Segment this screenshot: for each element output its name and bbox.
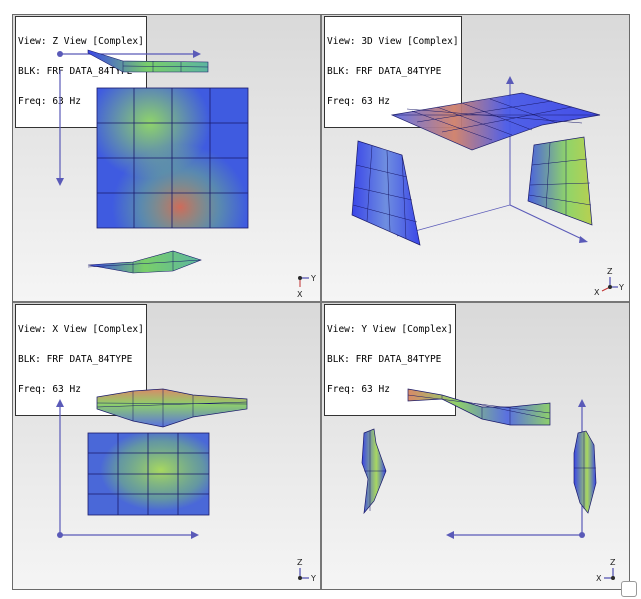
3d-view-viewport[interactable]: View: 3D View [Complex] BLK: FRF DATA_84… [322,15,629,301]
triad-label: X [297,290,303,299]
block-label: BLK: FRF DATA_84TYPE [18,354,133,365]
frequency-label: Freq: 63 Hz [18,384,81,395]
x-view-scene: Z Y [56,388,316,583]
coordinate-triad: Z X Y [594,267,624,297]
triad-label: X [594,288,600,297]
frequency-label: Freq: 63 Hz [18,96,81,107]
viewport-info-box: View: X View [Complex] BLK: FRF DATA_84T… [15,304,147,416]
axis-arrows [56,399,199,539]
view-label: View: Y View [Complex] [327,324,453,335]
mode-shape-strip-top [87,49,209,73]
frequency-label: Freq: 63 Hz [327,384,390,395]
triad-label: Y [618,283,624,292]
block-label: BLK: FRF DATA_84TYPE [327,354,442,365]
triad-label: X [596,574,602,583]
coordinate-triad: Z Y [297,558,316,583]
mode-shape-strip-top [407,388,551,426]
coordinate-triad: Y X [297,274,316,299]
z-view-viewport[interactable]: View: Z View [Complex] BLK: FRF DATA_84T… [13,15,320,301]
viewport-info-box: View: 3D View [Complex] BLK: FRF DATA_84… [324,16,462,128]
resize-handle[interactable] [621,581,637,597]
mode-shape-plate-left [351,140,421,246]
view-label: View: Z View [Complex] [18,36,144,47]
mode-shape-plate [87,432,210,516]
z-view-scene: Y X [56,49,316,299]
x-view-viewport[interactable]: View: X View [Complex] BLK: FRF DATA_84T… [13,303,320,589]
coordinate-triad: Z X [596,558,616,583]
3d-view-scene: Z X Y [351,76,624,297]
axis-arrows [56,50,201,186]
triad-label: Z [610,558,616,567]
mode-shape-plate-right [527,136,593,226]
mode-shape-strip-top [96,388,248,428]
block-label: BLK: FRF DATA_84TYPE [18,66,133,77]
block-label: BLK: FRF DATA_84TYPE [327,66,442,77]
triad-label: Z [297,558,303,567]
triad-label: Z [607,267,613,276]
view-label: View: 3D View [Complex] [327,36,459,47]
modal-view-frame: View: Z View [Complex] BLK: FRF DATA_84T… [12,14,637,597]
y-view-viewport[interactable]: View: Y View [Complex] BLK: FRF DATA_84T… [322,303,629,589]
y-view-scene: Z X [361,388,616,583]
triad-label: Y [310,574,316,583]
mode-shape-strip-bottom [87,250,202,274]
frequency-label: Freq: 63 Hz [327,96,390,107]
mode-shape-strip-left [361,428,387,515]
mode-shape-plate-top [390,92,601,151]
mode-shape-plate [96,87,249,229]
view-label: View: X View [Complex] [18,324,144,335]
mode-shape-strip-right [573,430,597,514]
triad-label: Y [310,274,316,283]
